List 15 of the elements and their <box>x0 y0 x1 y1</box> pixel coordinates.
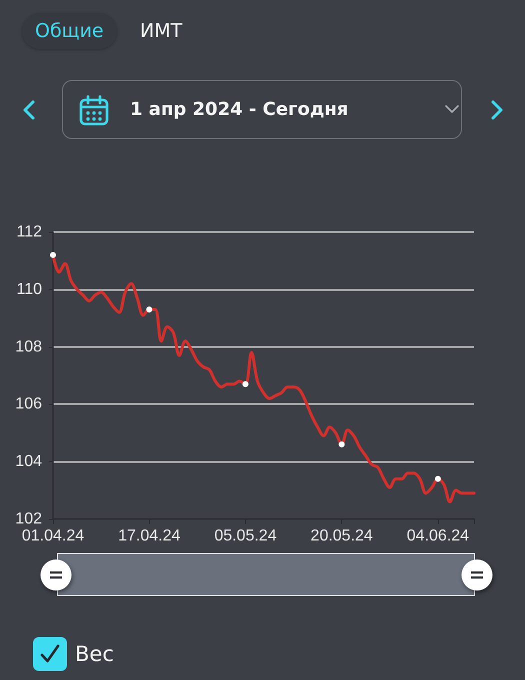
x-tick-label: 17.04.24 <box>118 528 180 544</box>
x-tick-label: 04.06.24 <box>406 528 470 544</box>
text: 1 апр 2024 - Сегодня <box>130 98 348 122</box>
y-tick-label: 112 <box>16 224 42 240</box>
y-tick-label: 110 <box>16 280 42 298</box>
text: Вес <box>75 642 114 666</box>
y-tick-label: 108 <box>15 338 42 356</box>
y-tick-label: 104 <box>15 453 42 470</box>
text: Общие <box>22 13 117 49</box>
y-tick-label: 102 <box>15 510 42 528</box>
x-tick-label: 05.05.24 <box>214 528 277 544</box>
x-tick-label: 01.04.24 <box>22 528 84 544</box>
y-tick-label: 106 <box>15 396 42 413</box>
x-tick-label: 20.05.24 <box>310 528 373 544</box>
text: ИМТ <box>140 19 182 44</box>
